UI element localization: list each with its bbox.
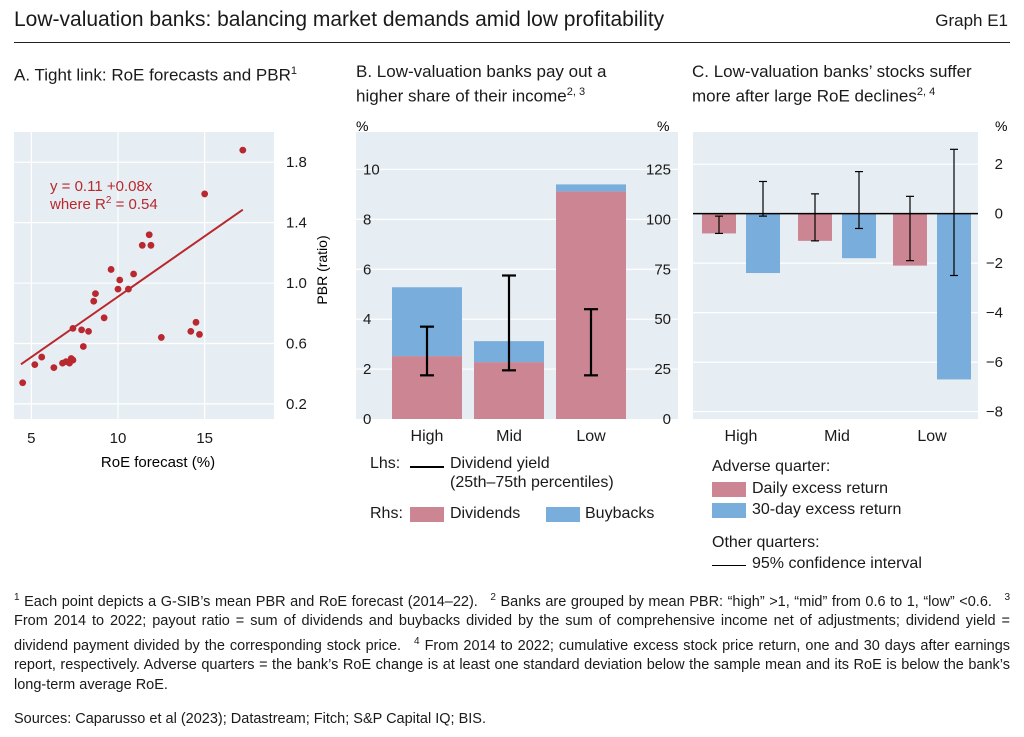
y-tick-label-left: 8 bbox=[363, 211, 371, 228]
scatter-point bbox=[193, 319, 200, 326]
category-label: Mid bbox=[824, 428, 850, 445]
category-label: High bbox=[725, 428, 758, 445]
dividends-swatch bbox=[410, 507, 444, 522]
legend-adverse-heading: Adverse quarter: bbox=[712, 458, 830, 476]
thirty-day-swatch bbox=[712, 503, 746, 518]
y-tick-label-left: 6 bbox=[363, 261, 371, 278]
sources: Sources: Caparusso et al (2023); Datastr… bbox=[14, 711, 486, 727]
scatter-point bbox=[115, 286, 122, 293]
panel-b-left-unit: % bbox=[356, 118, 368, 134]
y-tick-label-left: 10 bbox=[363, 161, 380, 178]
footnote-2: 2 Banks are grouped by mean PBR: “high” … bbox=[490, 594, 992, 610]
panel-c-background bbox=[693, 132, 978, 419]
legend-other-heading: Other quarters: bbox=[712, 534, 820, 552]
scatter-point bbox=[239, 147, 246, 154]
y-tick-label: 1.4 bbox=[286, 215, 307, 232]
thirty-day-return-bar bbox=[746, 214, 780, 273]
y-tick-label-left: 4 bbox=[363, 311, 371, 328]
legend-dividend-yield: Dividend yield bbox=[450, 455, 550, 473]
scatter-point bbox=[116, 277, 123, 284]
y-tick-label-right: 100 bbox=[646, 211, 671, 228]
x-tick-label: 15 bbox=[196, 430, 213, 447]
y-tick-label-right: 125 bbox=[646, 161, 671, 178]
legend-ci: 95% confidence interval bbox=[752, 555, 922, 573]
scatter-point bbox=[196, 331, 203, 338]
legend-daily: Daily excess return bbox=[752, 480, 888, 498]
panel-b-chart: 0 2 4 6 8 10 0 25 50 75 100 125 High Mid Low % % PBR… bbox=[314, 118, 678, 445]
scatter-point bbox=[31, 361, 38, 368]
ci-legend-line bbox=[712, 565, 746, 566]
y-tick-label-right: 75 bbox=[654, 261, 671, 278]
dividend-yield-legend-line bbox=[410, 466, 444, 468]
scatter-point bbox=[148, 242, 155, 249]
scatter-point bbox=[19, 379, 26, 386]
scatter-point bbox=[187, 328, 194, 335]
scatter-point bbox=[38, 354, 45, 361]
buybacks-swatch bbox=[546, 507, 580, 522]
scatter-point bbox=[101, 314, 108, 321]
dividends-bar bbox=[556, 191, 626, 419]
y-tick-label: 0.6 bbox=[286, 335, 307, 352]
y-tick-label: 0.2 bbox=[286, 396, 307, 413]
scatter-point bbox=[92, 290, 99, 297]
category-label: Low bbox=[917, 428, 947, 445]
y-tick-label: 1.8 bbox=[286, 154, 307, 171]
footnotes: 1 Each point depicts a G-SIB’s mean PBR … bbox=[14, 588, 1010, 695]
y-tick-label: −6 bbox=[986, 354, 1003, 371]
scatter-point bbox=[130, 271, 137, 278]
scatter-point bbox=[90, 298, 97, 305]
footnote-1: 1 Each point depicts a G-SIB’s mean PBR … bbox=[14, 594, 478, 610]
y-tick-label-left: 0 bbox=[363, 411, 371, 428]
category-label: Low bbox=[576, 428, 606, 445]
regression-equation: y = 0.11 +0.08x bbox=[50, 178, 153, 195]
legend-dividends: Dividends bbox=[450, 505, 520, 523]
scatter-point bbox=[158, 334, 165, 341]
legend-lhs-label: Lhs: bbox=[370, 455, 400, 473]
panel-a-chart: 0.2 0.6 1.0 1.4 1.8 5 10 15 y = 0.11 +0.08x wh… bbox=[14, 132, 307, 471]
y-tick-label: −4 bbox=[986, 305, 1003, 322]
scatter-point bbox=[70, 357, 77, 364]
y-tick-label-left: 2 bbox=[363, 361, 371, 378]
category-label: Mid bbox=[496, 428, 522, 445]
panel-c-chart: −8 −6 −4 −2 0 2 High Mid Low % bbox=[693, 118, 1007, 445]
scatter-point bbox=[146, 231, 153, 238]
y-tick-label: 0 bbox=[995, 206, 1003, 223]
panel-a-xlabel: RoE forecast (%) bbox=[101, 454, 215, 471]
y-tick-label-right: 50 bbox=[654, 311, 671, 328]
y-tick-label-right: 25 bbox=[654, 361, 671, 378]
legend-rhs-label: Rhs: bbox=[370, 505, 403, 523]
legend-buybacks: Buybacks bbox=[585, 505, 654, 523]
scatter-point bbox=[85, 328, 92, 335]
scatter-point bbox=[108, 266, 115, 273]
panel-b-right-unit: % bbox=[657, 118, 669, 134]
scatter-point bbox=[201, 191, 208, 198]
x-tick-label: 5 bbox=[27, 430, 35, 447]
y-tick-label: 2 bbox=[995, 156, 1003, 173]
legend-dividend-yield-sub: (25th–75th percentiles) bbox=[450, 474, 614, 492]
buybacks-bar bbox=[556, 184, 626, 191]
daily-swatch bbox=[712, 482, 746, 497]
regression-r-squared: where R2 = 0.54 bbox=[49, 195, 158, 213]
scatter-point bbox=[70, 325, 77, 332]
y-tick-label: 1.0 bbox=[286, 275, 307, 292]
scatter-point bbox=[78, 326, 85, 333]
panel-a-background bbox=[14, 132, 274, 419]
legend-thirty-day: 30-day excess return bbox=[752, 501, 901, 519]
y-tick-label-right: 0 bbox=[663, 411, 671, 428]
x-tick-label: 10 bbox=[110, 430, 127, 447]
category-label: High bbox=[411, 428, 444, 445]
y-tick-label: −2 bbox=[986, 255, 1003, 272]
scatter-point bbox=[125, 286, 132, 293]
y-tick-label: −8 bbox=[986, 404, 1003, 421]
scatter-point bbox=[80, 343, 87, 350]
panel-b-ylabel: PBR (ratio) bbox=[314, 235, 330, 304]
scatter-point bbox=[139, 242, 146, 249]
panel-c-unit: % bbox=[995, 118, 1007, 134]
scatter-point bbox=[50, 364, 57, 371]
